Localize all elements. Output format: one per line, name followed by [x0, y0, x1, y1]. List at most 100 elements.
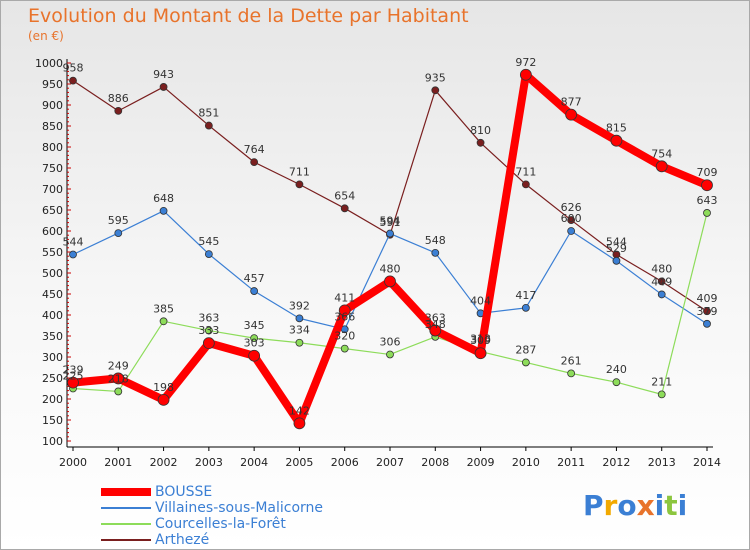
data-point [431, 248, 440, 257]
data-label: 348 [425, 318, 446, 331]
data-label: 972 [515, 56, 536, 69]
legend-swatch [101, 539, 151, 541]
logo-letter: x [636, 489, 655, 522]
x-tick-label: 2002 [150, 456, 178, 469]
data-label: 709 [697, 166, 718, 179]
data-label: 943 [153, 68, 174, 81]
logo-letter: r [603, 489, 618, 522]
data-label: 935 [425, 71, 446, 84]
data-point [474, 347, 487, 360]
logo-letter: o [617, 489, 637, 522]
logo-letter: i [677, 489, 688, 522]
data-point [295, 314, 304, 323]
data-point [521, 180, 530, 189]
x-tick-label: 2001 [104, 456, 132, 469]
data-label: 594 [380, 215, 401, 228]
logo-letter: P [583, 489, 604, 522]
data-point [703, 319, 711, 328]
data-point [295, 180, 304, 189]
data-point [703, 209, 711, 217]
data-point [521, 358, 530, 367]
data-label: 363 [198, 312, 219, 325]
data-point [204, 121, 213, 130]
data-point [565, 108, 578, 121]
x-tick-label: 2013 [648, 456, 676, 469]
data-point [612, 378, 621, 387]
data-label: 417 [515, 289, 536, 302]
data-point [431, 86, 440, 95]
data-label: 810 [470, 124, 491, 137]
data-label: 480 [651, 262, 672, 275]
data-label: 225 [63, 370, 84, 383]
x-tick-label: 2007 [376, 456, 404, 469]
y-tick-label: 150 [42, 414, 63, 427]
data-label: 457 [244, 272, 265, 285]
y-tick-label: 850 [42, 120, 63, 133]
data-label: 544 [63, 236, 84, 249]
data-label: 309 [470, 334, 491, 347]
data-label: 449 [651, 275, 672, 288]
legend-label: Courcelles-la-Forêt [155, 516, 286, 532]
data-point [340, 204, 349, 213]
data-label: 239 [63, 364, 84, 377]
y-tick-label: 350 [42, 330, 63, 343]
legend-swatch [101, 507, 151, 509]
data-point [114, 229, 123, 238]
data-point [655, 160, 668, 173]
data-point [159, 83, 168, 91]
y-tick-label: 1000 [35, 57, 63, 70]
data-point [567, 369, 576, 378]
legend-item: BOUSSE [101, 485, 323, 499]
data-label: 366 [334, 310, 355, 323]
y-tick-label: 650 [42, 204, 63, 217]
data-label: 654 [334, 189, 355, 202]
legend-label: BOUSSE [155, 484, 213, 500]
data-point [519, 68, 532, 81]
data-label: 648 [153, 192, 174, 205]
data-label: 877 [561, 96, 582, 109]
data-point [567, 216, 576, 224]
legend-label: Villaines-sous-Malicorne [155, 500, 324, 516]
data-label: 409 [697, 292, 718, 305]
data-label: 363 [425, 312, 446, 325]
data-point [657, 290, 666, 299]
data-label: 544 [606, 236, 627, 249]
data-label: 198 [153, 381, 174, 394]
x-tick-label: 2011 [557, 456, 585, 469]
data-label: 958 [63, 62, 84, 75]
data-label: 379 [697, 305, 718, 318]
data-label: 711 [515, 165, 536, 178]
y-tick-label: 300 [42, 351, 63, 364]
data-label: 886 [108, 92, 129, 105]
data-point [250, 158, 259, 167]
data-label: 211 [651, 375, 672, 388]
data-label: 333 [198, 324, 219, 337]
data-point [250, 334, 259, 343]
data-point [69, 250, 77, 259]
data-point [657, 277, 666, 286]
data-point [159, 206, 168, 215]
data-point [295, 338, 304, 347]
legend-label: Arthezé [155, 532, 210, 548]
data-label: 345 [244, 319, 265, 332]
data-label: 815 [606, 122, 627, 135]
data-point [159, 317, 168, 326]
y-tick-label: 100 [42, 435, 63, 448]
data-label: 404 [470, 294, 491, 307]
data-point [338, 304, 351, 317]
data-label: 218 [108, 372, 129, 385]
data-label: 626 [561, 201, 582, 214]
data-label: 261 [561, 354, 582, 367]
data-label: 240 [606, 363, 627, 376]
data-point [157, 393, 170, 406]
y-tick-label: 800 [42, 141, 63, 154]
y-tick-label: 500 [42, 267, 63, 280]
data-point [384, 275, 396, 288]
data-point [248, 349, 261, 362]
data-point [112, 372, 125, 385]
data-point [202, 337, 215, 350]
x-tick-label: 2004 [240, 456, 268, 469]
data-point [204, 326, 213, 335]
